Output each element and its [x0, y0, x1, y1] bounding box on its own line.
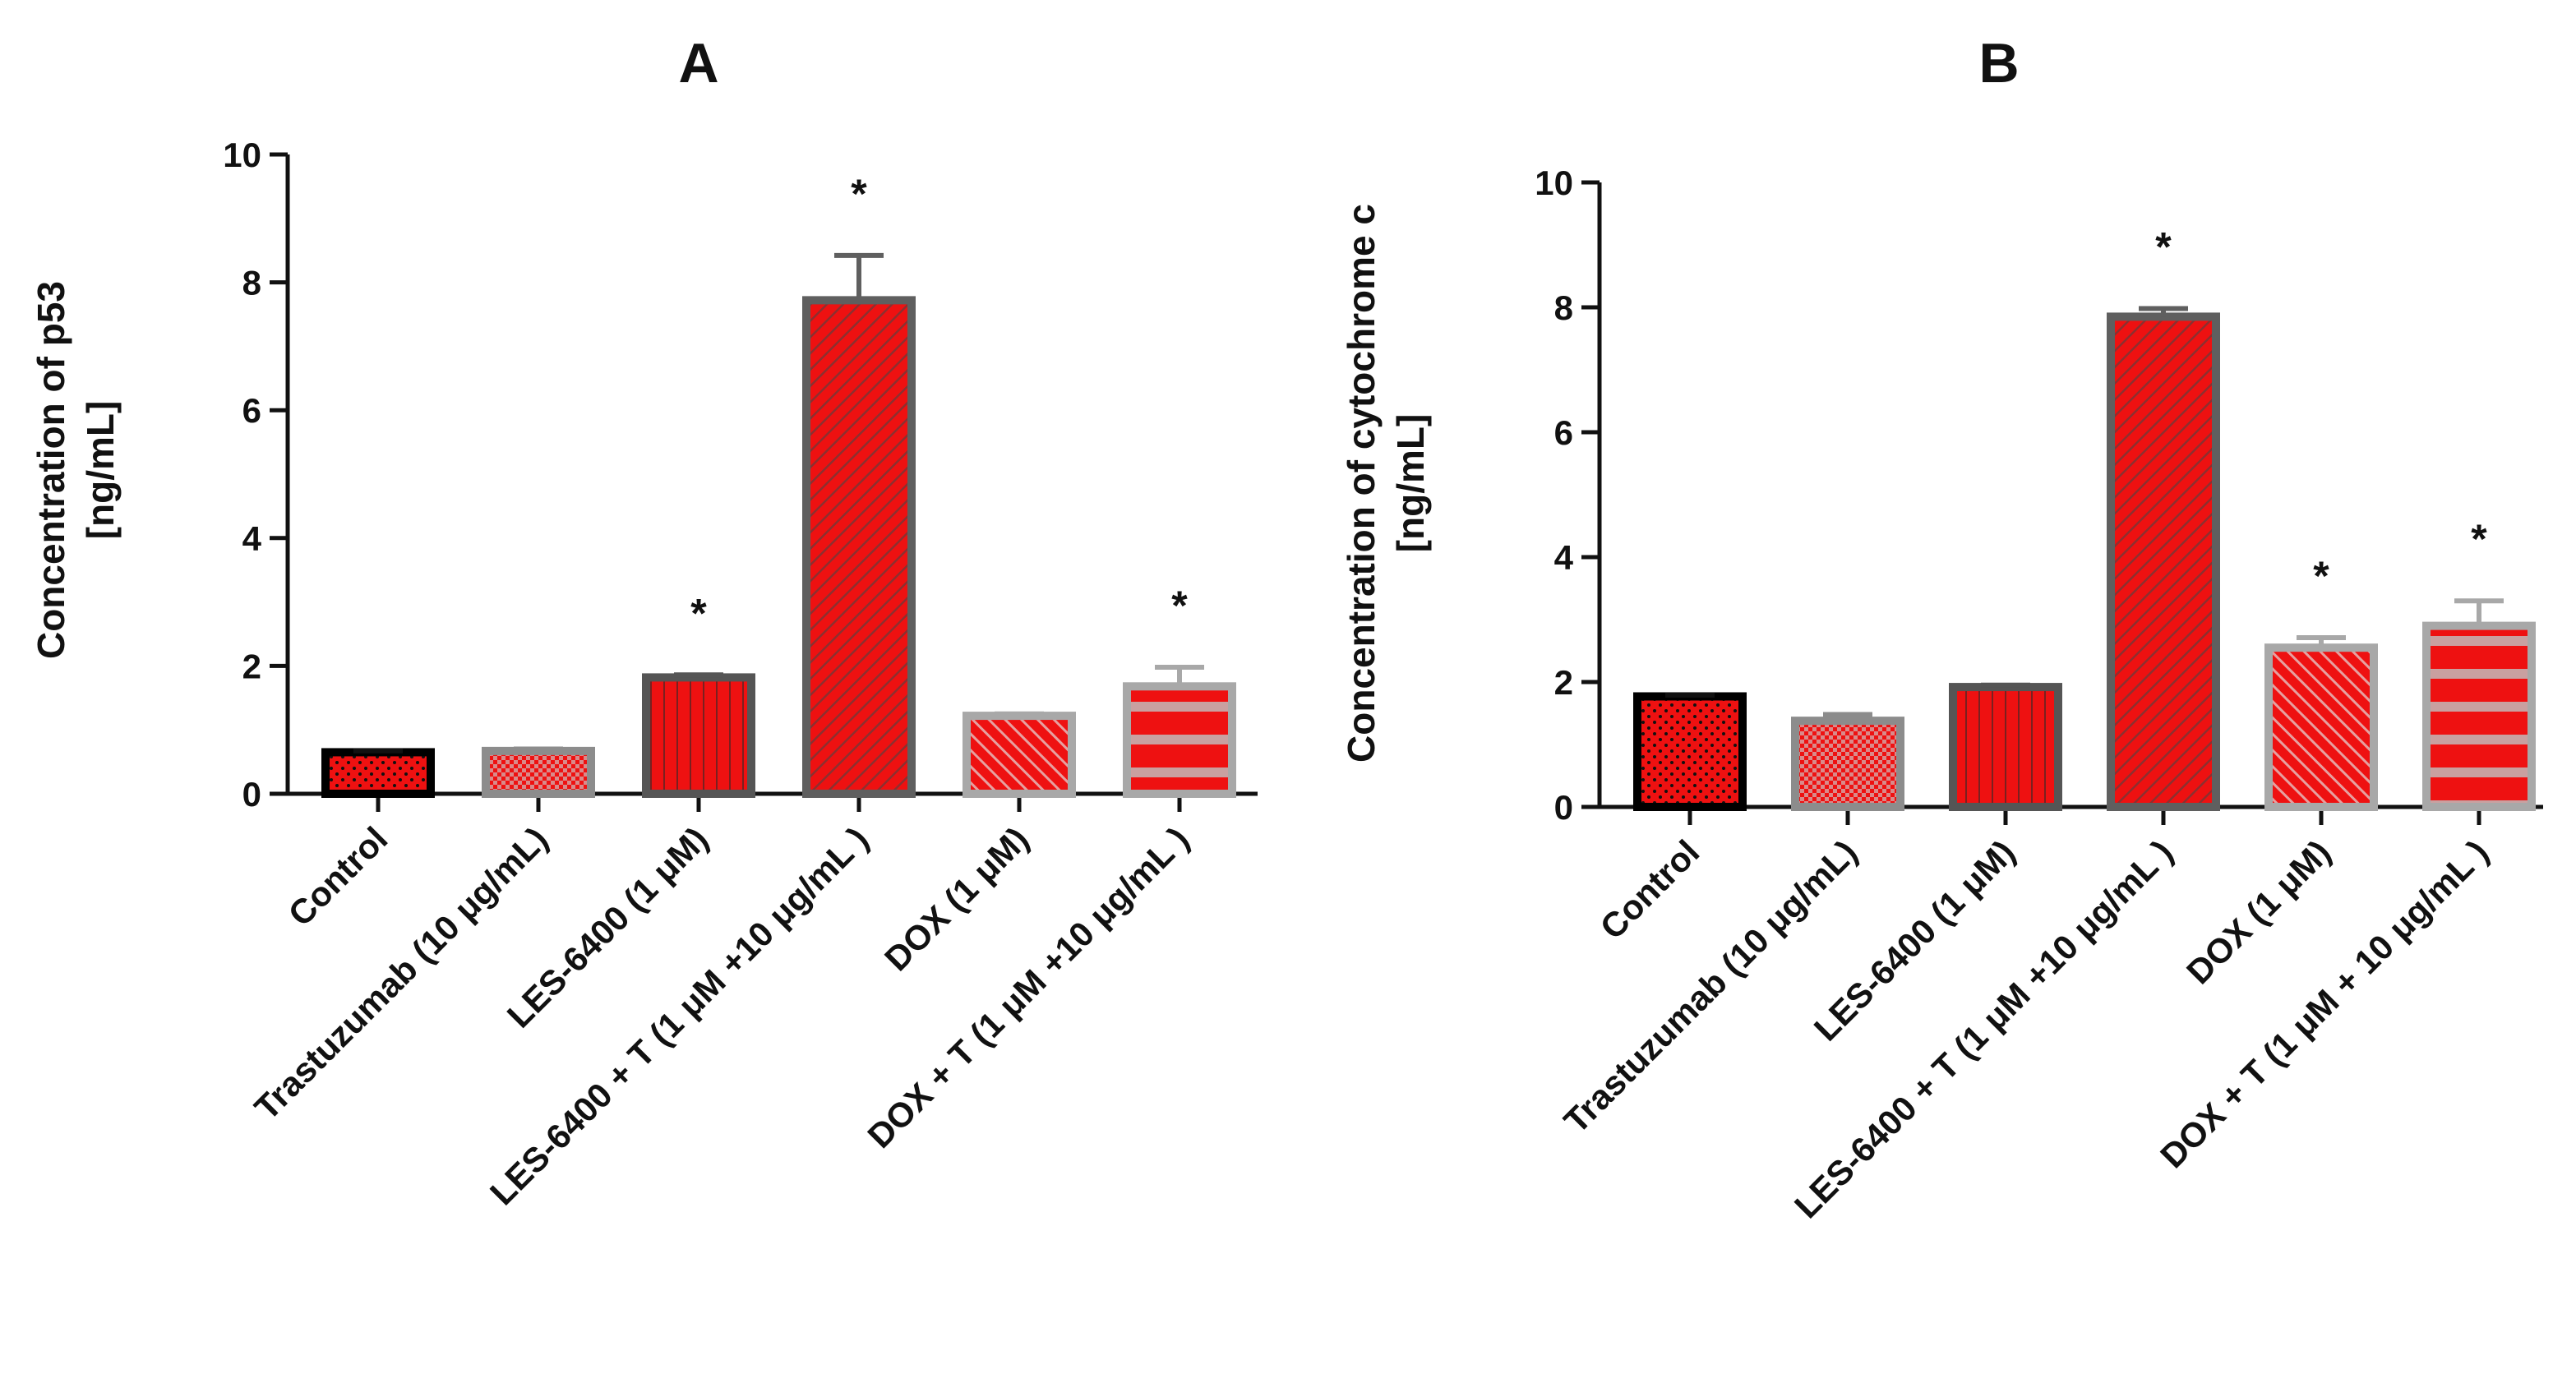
panel-a-bar — [482, 746, 595, 799]
panel-a-bar — [321, 748, 435, 798]
panel-b-category-label: DOX + T (1 μM + 10 μg/mL ) — [2153, 832, 2495, 1175]
panel-b-bars: * * * — [1633, 224, 2536, 812]
panel-a: A Concentration of p53 [ng/mL] 0 2 4 6 8 10 *… — [30, 32, 1258, 1212]
panel-b-ylabel-line-1: Concentration of cytochrome c — [1340, 204, 1383, 763]
panel-b-axes: 0 2 4 6 8 10 — [1535, 164, 2543, 827]
panel-b-significance-marker: * — [2155, 224, 2172, 270]
panel-a-y-tick-label: 6 — [242, 391, 261, 430]
panel-a-bar — [1123, 682, 1236, 799]
panel-a-category-label: Control — [281, 819, 395, 933]
panel-a-category-label: Trastuzumab (10 μg/mL) — [247, 819, 556, 1127]
panel-b-title: B — [1978, 32, 2019, 94]
panel-b-category-label: Control — [1593, 832, 1707, 947]
panel-b: B Concentration of cytochrome c [ng/mL] … — [1340, 32, 2543, 1225]
panel-a-bar — [802, 296, 916, 799]
panel-b-category-label: Trastuzumab (10 μg/mL) — [1557, 832, 1865, 1141]
panel-b-ylabel-line-2: [ng/mL] — [1389, 414, 1432, 553]
panel-b-y-tick-label: 4 — [1554, 538, 1574, 577]
panel-b-significance-marker: * — [2313, 553, 2329, 599]
panel-b-y-tick-label: 0 — [1554, 788, 1573, 827]
panel-a-ylabel-line-2: [ng/mL] — [79, 401, 122, 540]
panel-b-y-tick-label: 8 — [1554, 288, 1573, 327]
panel-a-y-tick-label: 4 — [242, 519, 262, 558]
panel-a-category-label: DOX + T (1 μM +10 μg/mL ) — [860, 819, 1196, 1155]
panel-b-bar — [2422, 621, 2536, 811]
panel-a-y-tick-label: 0 — [242, 775, 261, 814]
panel-a-ylabel-line-1: Concentration of p53 — [30, 281, 72, 659]
panel-a-title: A — [678, 32, 718, 94]
panel-a-significance-marker: * — [851, 171, 867, 217]
panel-a-bars: * * * — [321, 171, 1236, 799]
panel-a-y-tick-label: 8 — [242, 264, 261, 302]
panel-b-y-tick-label: 10 — [1535, 164, 1573, 202]
panel-b-bar — [2264, 643, 2378, 812]
panel-b-bar — [1949, 683, 2062, 812]
panel-a-bar — [963, 712, 1076, 798]
panel-a-y-tick-label: 2 — [242, 647, 261, 685]
panel-b-bar — [1633, 692, 1747, 811]
panel-b-category-label: DOX (1 μM) — [2179, 832, 2338, 991]
panel-b-significance-marker: * — [2471, 516, 2487, 562]
panel-a-significance-marker: * — [690, 590, 707, 636]
panel-b-y-tick-label: 6 — [1554, 413, 1573, 452]
panel-b-bar — [2107, 312, 2220, 811]
panel-a-y-tick-label: 10 — [223, 136, 261, 174]
panel-a-category-label: DOX (1 μM) — [877, 819, 1036, 978]
panel-b-bar — [1791, 717, 1904, 811]
panel-b-y-tick-label: 2 — [1554, 663, 1573, 702]
panel-a-bar — [642, 673, 755, 798]
panel-b-y-axis-label: Concentration of cytochrome c [ng/mL] — [1340, 204, 1432, 763]
panel-a-y-axis-label: Concentration of p53 [ng/mL] — [30, 281, 122, 659]
panel-a-significance-marker: * — [1171, 583, 1188, 629]
